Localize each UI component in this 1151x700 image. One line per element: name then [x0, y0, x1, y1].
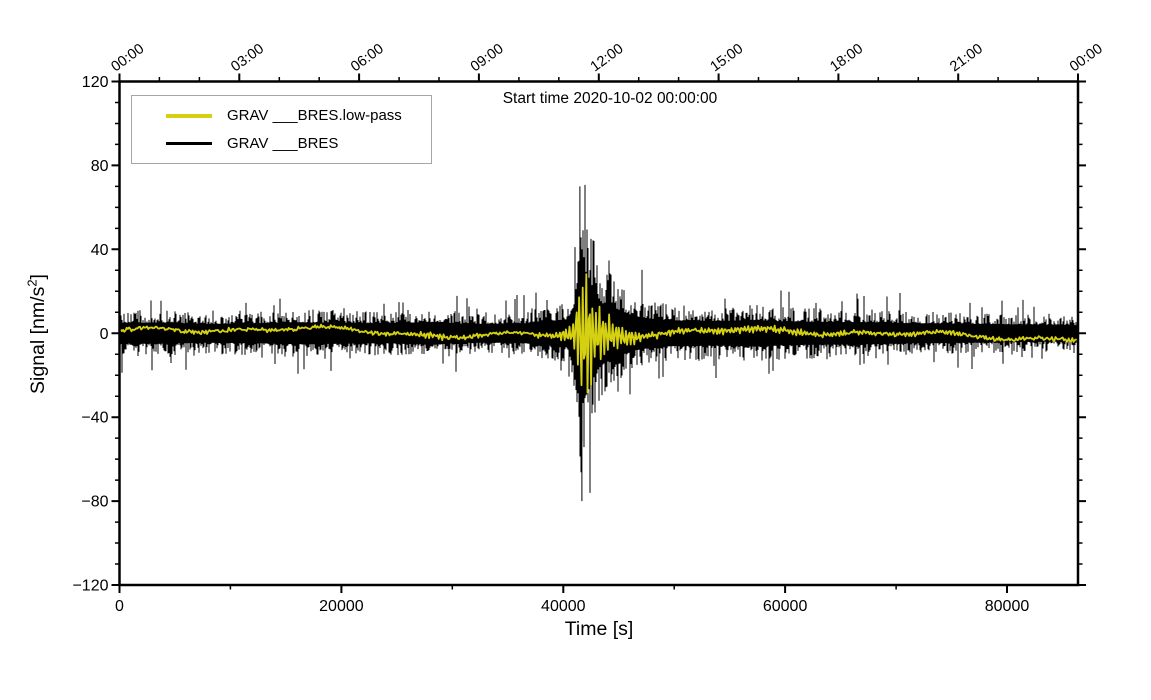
x-tick-label: 20000	[319, 598, 364, 615]
y-tick-label: 80	[91, 158, 109, 175]
plot-frame	[118, 80, 1080, 587]
y-tick-label: −120	[72, 578, 108, 595]
x-axis-title: Time [s]	[564, 618, 634, 640]
legend-box: GRAV ___BRES.low-pass GRAV ___BRES	[131, 95, 432, 164]
legend-label-raw: GRAV ___BRES	[227, 134, 339, 152]
legend-line-swatch-lowpass	[166, 114, 212, 118]
top-time-tick-label: 03:00	[228, 41, 267, 75]
y-tick-label: 0	[100, 326, 109, 343]
y-tick-label: 120	[82, 74, 109, 91]
series-lowpass-trace	[119, 273, 1078, 394]
legend-item-raw: GRAV ___BRES	[132, 135, 431, 152]
x-tick-label: 0	[115, 598, 124, 615]
top-time-tick-label: 00:00	[108, 41, 147, 75]
x-tick-label: 80000	[985, 598, 1030, 615]
top-time-tick-label: 15:00	[708, 41, 747, 75]
y-tick-label: 40	[91, 242, 109, 259]
y-axis-title: Signal [nm/s2]	[24, 274, 49, 394]
top-time-tick-label: 18:00	[827, 41, 866, 75]
minor-ticks	[115, 77, 1083, 590]
top-time-tick-label: 00:00	[1067, 41, 1106, 75]
start-time-annotation: Start time 2020-10-02 00:00:00	[502, 90, 718, 107]
major-ticks	[111, 73, 1086, 593]
legend-line-swatch-raw	[166, 141, 212, 145]
x-tick-label: 40000	[541, 598, 586, 615]
top-time-tick-label: 06:00	[348, 41, 387, 75]
legend-label-lowpass: GRAV ___BRES.low-pass	[227, 107, 402, 125]
y-tick-label: −40	[81, 410, 108, 427]
y-tick-label: −80	[81, 494, 108, 511]
legend-item-lowpass: GRAV ___BRES.low-pass	[132, 107, 431, 124]
x-tick-label: 60000	[763, 598, 808, 615]
top-time-tick-label: 21:00	[947, 41, 986, 75]
top-time-tick-label: 12:00	[588, 41, 627, 75]
top-time-tick-label: 09:00	[468, 41, 507, 75]
